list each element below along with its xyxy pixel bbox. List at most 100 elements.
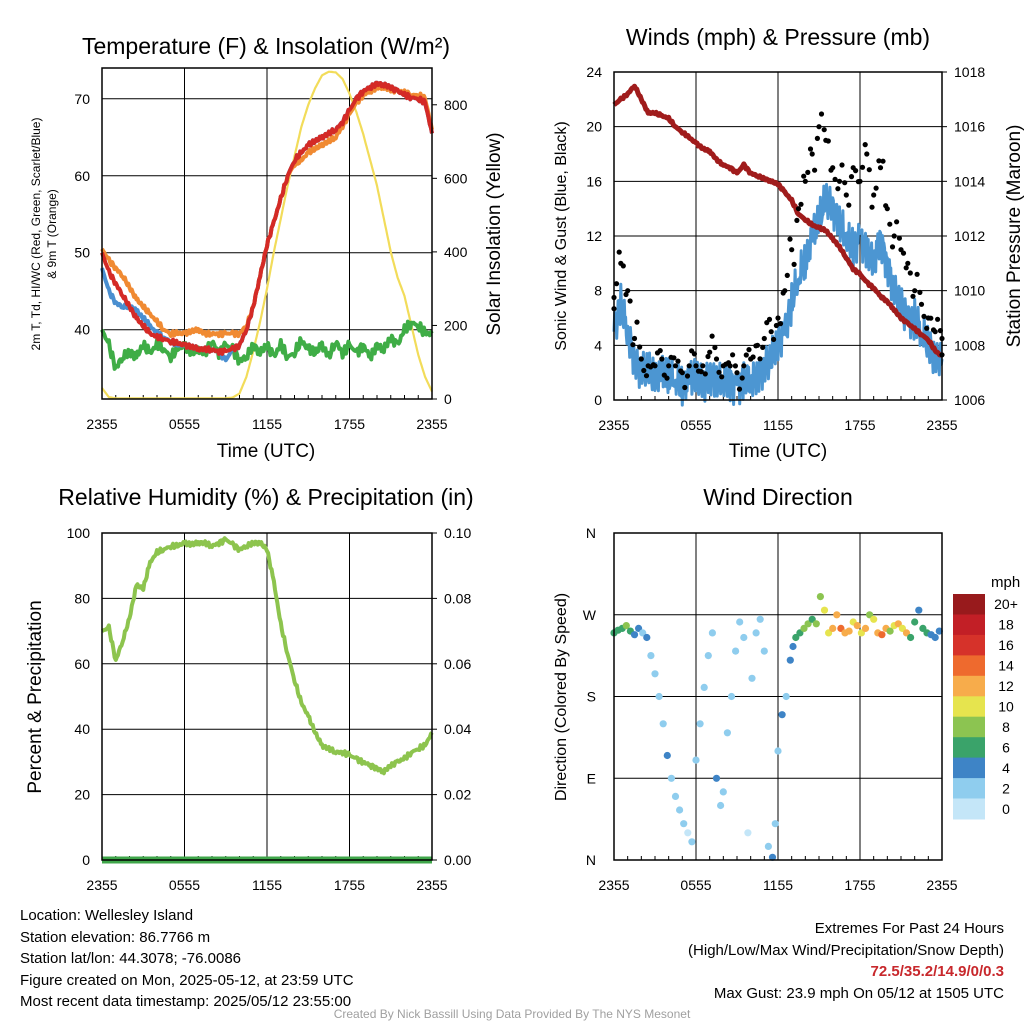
extremes-values: 72.5/35.2/14.9/0/0.3 bbox=[870, 963, 1004, 980]
direction-point bbox=[768, 853, 777, 861]
gust-point bbox=[900, 250, 907, 256]
gust-point bbox=[843, 192, 849, 198]
recent-timestamp: Most recent data timestamp: 2025/05/12 2… bbox=[20, 993, 352, 1010]
direction-point bbox=[782, 692, 790, 701]
x-tick-label: 0555 bbox=[169, 877, 200, 893]
temperature-title: Temperature (F) & Insolation (W/m²) bbox=[82, 33, 450, 59]
speed-colorbar: mph 20+ 18 16 14 12 10 8 6 4 2 0 bbox=[953, 574, 1020, 820]
y-tick-label-right: 0.02 bbox=[444, 787, 471, 803]
direction-point bbox=[684, 829, 692, 837]
humidity-panel: Relative Humidity (%) & Precipitation (i… bbox=[25, 484, 474, 893]
gust-point bbox=[741, 363, 747, 369]
gust-point bbox=[910, 293, 916, 299]
x-tick-label: 1155 bbox=[763, 417, 793, 433]
colorbar-swatch bbox=[953, 696, 985, 718]
gust-point bbox=[732, 363, 739, 369]
winds-title: Winds (mph) & Pressure (mb) bbox=[626, 24, 930, 50]
temperature-y-label-right: Solar Insolation (Yellow) bbox=[484, 132, 505, 335]
x-tick-label: 2355 bbox=[86, 416, 117, 432]
direction-point bbox=[719, 788, 727, 796]
gust-point bbox=[802, 178, 808, 184]
gust-point bbox=[807, 146, 814, 152]
wind-direction-panel: Wind Direction 2355 0555 1155 1755 2355NESWN… bbox=[553, 484, 1020, 893]
x-tick-label: 0555 bbox=[680, 877, 711, 893]
x-tick-label: 1155 bbox=[763, 877, 793, 893]
winds-x-label: Time (UTC) bbox=[729, 441, 828, 462]
direction-point bbox=[764, 842, 773, 851]
direction-point bbox=[667, 774, 676, 782]
humidity-tick-labels: 2355 0555 1155 1755 2355 0 20 40 60 80 100 0.00 0.02… bbox=[67, 525, 472, 893]
direction-point bbox=[931, 633, 939, 642]
gust-point bbox=[784, 272, 790, 278]
y-tick-label-left: 80 bbox=[74, 590, 90, 606]
gust-point bbox=[693, 363, 699, 369]
y-tick-label-right: 0.10 bbox=[444, 525, 471, 541]
gust-point bbox=[816, 124, 822, 130]
wind-direction-points bbox=[610, 593, 943, 861]
direction-point bbox=[700, 683, 708, 692]
x-tick-label: 0555 bbox=[680, 417, 711, 433]
direction-point bbox=[894, 620, 902, 628]
gust-point bbox=[713, 356, 720, 362]
gust-point bbox=[712, 344, 718, 351]
x-tick-label: 2355 bbox=[416, 416, 447, 432]
gust-point bbox=[641, 367, 647, 374]
x-tick-label: 1755 bbox=[334, 416, 365, 432]
gust-point bbox=[859, 164, 866, 170]
y-tick-label-left: 0 bbox=[82, 852, 90, 868]
direction-point bbox=[676, 806, 684, 814]
y-tick-label-right: 200 bbox=[444, 317, 468, 333]
gust-point bbox=[801, 173, 807, 179]
colorbar-swatch bbox=[953, 614, 985, 636]
direction-point bbox=[902, 629, 911, 637]
y-tick-label-left: 20 bbox=[74, 787, 90, 803]
colorbar-label: 6 bbox=[1002, 739, 1010, 755]
direction-point bbox=[655, 692, 663, 701]
y-tick-label-left: 12 bbox=[586, 228, 602, 244]
direction-point bbox=[778, 711, 786, 719]
gust-point bbox=[671, 355, 677, 361]
series-line-sonic-wind bbox=[612, 182, 944, 407]
y-tick-label-right: 0.08 bbox=[444, 590, 471, 606]
gust-point bbox=[809, 151, 815, 157]
gust-point bbox=[775, 315, 781, 321]
gust-point bbox=[848, 174, 855, 180]
gust-point bbox=[650, 362, 657, 368]
y-tick-label-right: 600 bbox=[444, 170, 468, 186]
x-tick-label: 2355 bbox=[86, 877, 117, 893]
x-tick-label: 2355 bbox=[926, 877, 957, 893]
gust-point bbox=[887, 221, 893, 227]
gust-point bbox=[691, 351, 698, 357]
gust-point bbox=[912, 288, 918, 294]
colorbar-unit-label: mph bbox=[991, 574, 1020, 591]
gust-point bbox=[664, 375, 670, 381]
y-tick-label-right: 0.00 bbox=[444, 852, 471, 868]
direction-point bbox=[786, 656, 794, 664]
gust-point bbox=[846, 202, 852, 208]
gust-point bbox=[794, 217, 800, 223]
direction-point bbox=[704, 652, 712, 660]
gust-point bbox=[777, 321, 784, 327]
gust-point bbox=[935, 316, 941, 322]
gust-point bbox=[825, 138, 831, 144]
gust-point bbox=[666, 363, 672, 369]
colorbar-swatch bbox=[953, 634, 985, 656]
colorbar-label: 20+ bbox=[994, 596, 1018, 612]
x-tick-label: 2355 bbox=[598, 417, 629, 433]
gust-point bbox=[918, 301, 925, 307]
gust-point bbox=[828, 167, 834, 173]
y-tick-label-left: 40 bbox=[74, 322, 90, 338]
gust-point bbox=[761, 335, 767, 342]
y-tick-label-left: 24 bbox=[586, 64, 602, 80]
y-tick-label-right: 400 bbox=[444, 244, 468, 260]
colorbar-label: 10 bbox=[998, 699, 1014, 715]
max-gust: Max Gust: 23.9 mph On 05/12 at 1505 UTC bbox=[713, 984, 1004, 1002]
direction-point bbox=[816, 593, 825, 601]
gust-point bbox=[866, 167, 872, 173]
temperature-panel: Temperature (F) & Insolation (W/m²) 2355… bbox=[29, 33, 505, 462]
gust-point bbox=[905, 260, 911, 266]
direction-point bbox=[845, 627, 853, 635]
y-tick-label-left: S bbox=[587, 689, 596, 705]
gust-point bbox=[634, 319, 640, 325]
gust-point bbox=[842, 180, 848, 186]
